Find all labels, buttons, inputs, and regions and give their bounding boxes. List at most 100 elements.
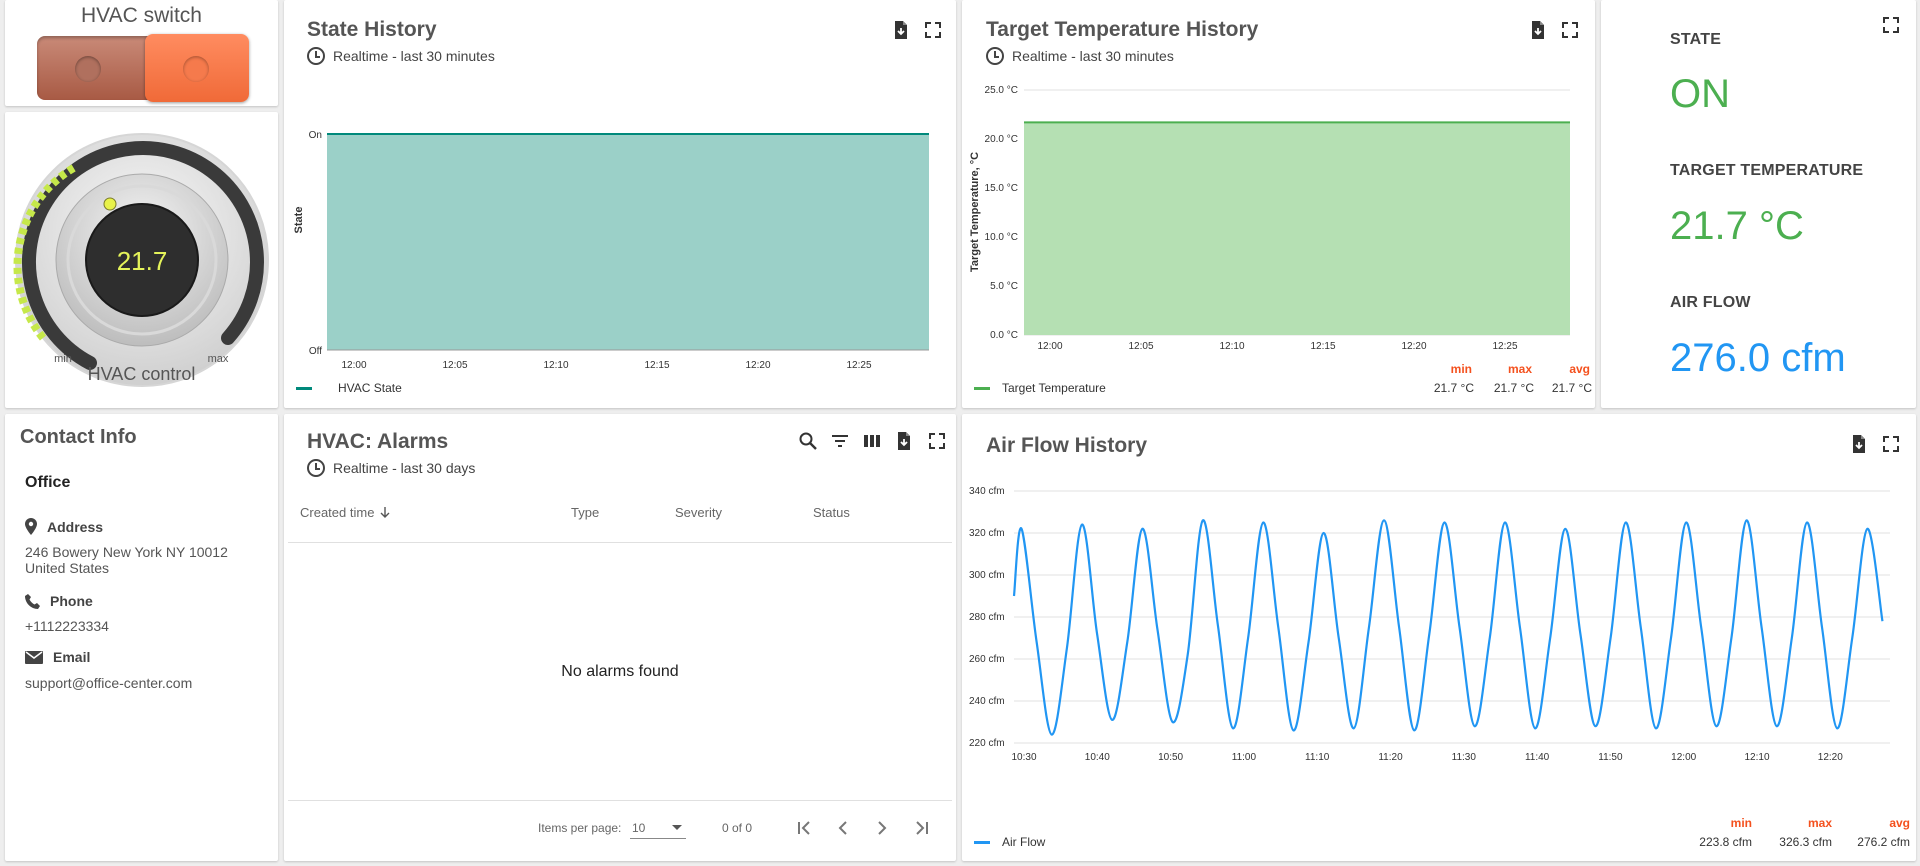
airflow-x-tick: 10:50 (1158, 752, 1183, 763)
airflow-y-tick: 240 cfm (969, 696, 1005, 707)
dropdown-arrow-icon (672, 825, 682, 830)
address-heading: Address (25, 518, 103, 535)
airflow-x-tick: 10:40 (1085, 752, 1110, 763)
airflow-x-tick: 11:10 (1305, 752, 1330, 763)
location-pin-icon (25, 518, 37, 535)
export-icon[interactable] (894, 431, 914, 451)
airflow-x-tick: 12:00 (1671, 752, 1696, 763)
column-status[interactable]: Status (813, 505, 850, 520)
hvac-control-card: 21.7 min max HVAC control (5, 112, 278, 408)
target-x-tick: 12:25 (1492, 341, 1517, 352)
alarms-title: HVAC: Alarms (307, 430, 449, 453)
airflow-y-tick: 300 cfm (969, 570, 1005, 581)
target-area (1024, 122, 1570, 335)
stat-min-label: min (1730, 816, 1752, 830)
address-label: Address (47, 518, 104, 535)
airflow-value: 276.0 cfm (1670, 336, 1846, 380)
prev-page-icon[interactable] (833, 818, 853, 838)
export-icon[interactable] (1849, 434, 1869, 454)
state-value: ON (1670, 72, 1730, 116)
next-page-icon[interactable] (872, 818, 892, 838)
target-x-tick: 12:10 (1219, 341, 1244, 352)
target-history-card: Target Temperature History Realtime - la… (962, 0, 1595, 408)
email-value[interactable]: support@office-center.com (25, 675, 193, 691)
alarms-empty-message: No alarms found (561, 663, 679, 680)
state-legend[interactable]: HVAC State (296, 381, 402, 395)
items-per-page-select[interactable]: 10 (630, 817, 686, 839)
email-heading: Email (25, 649, 90, 665)
airflow-history-card: Air Flow History 340 cfm 320 cfm 300 cfm 28… (962, 414, 1916, 861)
stat-avg-label: avg (1569, 362, 1590, 376)
paginator-divider (288, 800, 952, 801)
export-icon[interactable] (891, 20, 911, 40)
column-created-time[interactable]: Created time (300, 505, 390, 520)
airflow-line (1012, 519, 1884, 736)
airflow-x-tick: 11:20 (1378, 752, 1403, 763)
state-legend-label: HVAC State (338, 381, 402, 395)
airflow-legend[interactable]: Air Flow 223.8 cfm 326.3 cfm 276.2 cfm (974, 835, 1910, 849)
hvac-switch-knob[interactable] (145, 34, 249, 102)
airflow-history-chart: 340 cfm 320 cfm 300 cfm 280 cfm 260 cfm 240 c… (969, 486, 1890, 763)
hvac-control-knob[interactable]: 21.7 min max (5, 112, 278, 408)
airflow-legend-swatch (974, 840, 990, 844)
airflow-x-tick: 11:50 (1598, 752, 1623, 763)
items-per-page-label: Items per page: (538, 821, 622, 835)
target-temp-value: 21.7 °C (1670, 204, 1804, 248)
column-type[interactable]: Type (571, 505, 600, 520)
state-history-timewindow[interactable]: Realtime - last 30 minutes (307, 47, 495, 65)
stat-avg-value: 276.2 cfm (1857, 835, 1910, 849)
columns-icon[interactable] (862, 431, 882, 451)
contact-card: Contact Info Office Address 246 Bowery N… (5, 414, 278, 861)
state-x-tick: 12:00 (341, 360, 366, 371)
state-history-title: State History (307, 18, 437, 41)
column-severity[interactable]: Severity (675, 505, 722, 520)
clock-icon (986, 47, 1004, 65)
fullscreen-icon[interactable] (927, 431, 947, 451)
target-ylabel: Target Temperature, °C (969, 152, 981, 272)
alarms-card: HVAC: Alarms Realtime - last 30 days Cre… (284, 414, 956, 861)
airflow-stats-head: min max avg (1674, 816, 1910, 830)
address-line1: 246 Bowery New York NY 10012 (25, 544, 228, 560)
items-per-page-value: 10 (632, 821, 646, 835)
stat-max-value: 21.7 °C (1493, 381, 1534, 395)
target-y-tick: 5.0 °C (990, 281, 1018, 292)
target-legend-label: Target Temperature (1002, 381, 1106, 395)
target-legend[interactable]: Target Temperature 21.7 °C 21.7 °C 21.7 … (974, 381, 1592, 395)
fullscreen-icon[interactable] (1881, 434, 1901, 454)
hvac-switch-toggle[interactable] (37, 34, 249, 102)
clock-icon (307, 459, 325, 477)
stat-avg-value: 21.7 °C (1551, 381, 1592, 395)
target-history-timewindow[interactable]: Realtime - last 30 minutes (986, 47, 1174, 65)
airflow-x-tick: 10:30 (1011, 752, 1036, 763)
airflow-x-tick: 12:20 (1818, 752, 1843, 763)
phone-heading: Phone (25, 593, 93, 609)
track-dot-icon (75, 56, 101, 82)
filter-icon[interactable] (830, 431, 850, 451)
fullscreen-icon[interactable] (1560, 20, 1580, 40)
fullscreen-icon[interactable] (1881, 15, 1901, 35)
search-icon[interactable] (798, 431, 818, 451)
alarms-timewindow[interactable]: Realtime - last 30 days (307, 459, 475, 477)
arrow-down-icon (380, 506, 390, 518)
airflow-x-tick: 11:00 (1232, 752, 1257, 763)
stat-max-label: max (1507, 362, 1532, 376)
status-card: STATE ON TARGET TEMPERATURE 21.7 °C AIR … (1601, 0, 1916, 408)
first-page-icon[interactable] (794, 818, 814, 838)
phone-value[interactable]: +1112223334 (25, 618, 109, 634)
state-x-tick: 12:25 (846, 360, 871, 371)
contact-office: Office (25, 474, 71, 491)
last-page-icon[interactable] (912, 818, 932, 838)
target-temp-label: TARGET TEMPERATURE (1670, 162, 1864, 179)
knob-range-arc (21, 141, 264, 370)
timewindow-label: Realtime - last 30 minutes (333, 48, 495, 64)
fullscreen-icon[interactable] (923, 20, 943, 40)
target-x-tick: 12:05 (1128, 341, 1153, 352)
target-y-tick: 10.0 °C (985, 232, 1018, 243)
export-icon[interactable] (1528, 20, 1548, 40)
airflow-label: AIR FLOW (1670, 294, 1751, 311)
stat-max-value: 326.3 cfm (1779, 835, 1832, 849)
hvac-control-label: HVAC control (87, 364, 196, 384)
state-x-tick: 12:20 (745, 360, 770, 371)
state-tick-off: Off (309, 346, 322, 357)
knob-indicator-icon (103, 197, 117, 211)
